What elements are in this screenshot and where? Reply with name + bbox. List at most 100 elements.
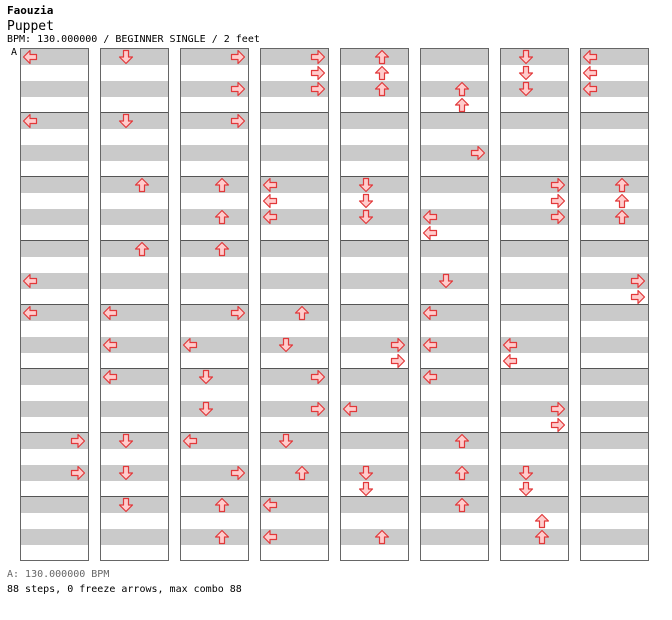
arrow-right-icon: [470, 145, 486, 161]
arrow-right-icon: [310, 49, 326, 65]
arrow-left-icon: [182, 337, 198, 353]
beat-band: [181, 369, 248, 385]
arrow-left-icon: [582, 49, 598, 65]
arrow-left-icon: [422, 225, 438, 241]
beat-band: [101, 497, 168, 513]
arrow-left-icon: [262, 209, 278, 225]
beat-band: [101, 145, 168, 161]
beat-band: [181, 49, 248, 65]
beat-band: [341, 273, 408, 289]
measure-column-3: [180, 48, 249, 561]
arrow-up-icon: [454, 81, 470, 97]
beat-band: [21, 81, 88, 97]
arrow-up-icon: [374, 65, 390, 81]
beat-band: [21, 337, 88, 353]
beat-band: [181, 337, 248, 353]
measure-line: [181, 432, 248, 433]
beat-band: [421, 209, 488, 225]
arrow-down-icon: [358, 481, 374, 497]
arrow-left-icon: [582, 65, 598, 81]
beat-band: [21, 49, 88, 65]
measure-line: [501, 496, 568, 497]
measure-line: [261, 304, 328, 305]
beat-band: [581, 177, 648, 193]
bpm-marker-line: [21, 48, 87, 49]
arrow-left-icon: [102, 305, 118, 321]
beat-band: [581, 209, 648, 225]
beat-band: [501, 145, 568, 161]
arrow-up-icon: [214, 529, 230, 545]
beat-band: [261, 49, 328, 65]
arrow-left-icon: [22, 305, 38, 321]
arrow-down-icon: [358, 193, 374, 209]
measure-line: [581, 368, 648, 369]
measure-column-8: [580, 48, 649, 561]
arrow-right-icon: [630, 289, 646, 305]
arrow-up-icon: [374, 529, 390, 545]
beat-band: [421, 273, 488, 289]
arrow-left-icon: [502, 353, 518, 369]
measure-line: [21, 240, 88, 241]
arrow-left-icon: [262, 193, 278, 209]
beat-band: [421, 369, 488, 385]
arrow-up-icon: [214, 209, 230, 225]
measure-line: [341, 432, 408, 433]
beat-band: [181, 497, 248, 513]
beat-band: [341, 49, 408, 65]
beat-band: [261, 113, 328, 129]
arrow-left-icon: [262, 177, 278, 193]
beat-band: [341, 401, 408, 417]
beat-band: [581, 81, 648, 97]
measure-line: [261, 368, 328, 369]
beat-band: [501, 113, 568, 129]
measure-line: [501, 176, 568, 177]
arrow-down-icon: [198, 369, 214, 385]
beat-band: [181, 209, 248, 225]
beat-band: [261, 177, 328, 193]
beat-band: [261, 209, 328, 225]
measure-line: [501, 112, 568, 113]
arrow-right-icon: [230, 81, 246, 97]
beat-band: [421, 433, 488, 449]
beat-band: [581, 401, 648, 417]
arrow-right-icon: [70, 433, 86, 449]
arrow-left-icon: [22, 273, 38, 289]
measure-line: [581, 304, 648, 305]
arrow-left-icon: [262, 529, 278, 545]
beat-band: [581, 145, 648, 161]
beat-band: [421, 49, 488, 65]
beat-band: [421, 145, 488, 161]
measure-line: [21, 496, 88, 497]
measure-line: [421, 176, 488, 177]
beat-band: [101, 305, 168, 321]
beat-band: [341, 145, 408, 161]
beat-band: [501, 369, 568, 385]
beat-band: [101, 209, 168, 225]
beat-band: [21, 465, 88, 481]
beat-band: [181, 529, 248, 545]
beat-band: [421, 81, 488, 97]
beat-band: [501, 241, 568, 257]
measure-line: [421, 432, 488, 433]
measure-line: [581, 496, 648, 497]
measure-column-4: [260, 48, 329, 561]
beat-band: [341, 241, 408, 257]
arrow-up-icon: [294, 465, 310, 481]
arrow-right-icon: [630, 273, 646, 289]
beat-band: [21, 145, 88, 161]
beat-band: [21, 433, 88, 449]
beat-band: [21, 369, 88, 385]
beat-band: [101, 81, 168, 97]
arrow-left-icon: [102, 337, 118, 353]
measure-line: [341, 112, 408, 113]
measure-line: [341, 496, 408, 497]
measure-line: [261, 240, 328, 241]
arrow-down-icon: [118, 49, 134, 65]
measure-line: [501, 432, 568, 433]
arrow-up-icon: [614, 193, 630, 209]
measure-line: [581, 176, 648, 177]
measure-line: [101, 496, 168, 497]
arrow-up-icon: [534, 513, 550, 529]
beat-band: [261, 305, 328, 321]
measure-line: [341, 176, 408, 177]
